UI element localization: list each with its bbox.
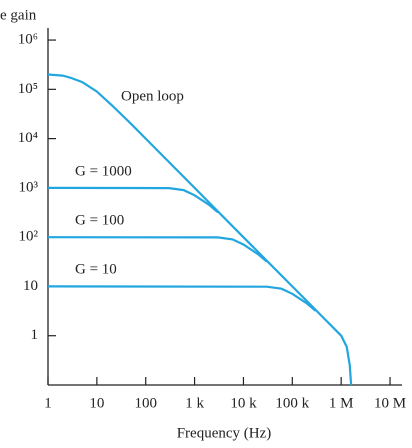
line [47, 73, 353, 386]
y-tick-label: 1 [31, 327, 39, 343]
line [47, 236, 268, 263]
x-tick-label: 1 M [329, 395, 354, 411]
y-axis-label: e gain [0, 7, 37, 23]
x-tick-label: 100 k [275, 395, 309, 411]
line [47, 186, 219, 214]
y-tick-label: 10⁵ [18, 81, 38, 97]
x-tick-label: 100 [134, 395, 157, 411]
y-tick-label: 10⁶ [18, 31, 38, 47]
series-label: G = 1000 [75, 163, 132, 179]
x-tick-label: 1 k [185, 395, 204, 411]
line [47, 285, 317, 312]
series-label: G = 10 [75, 261, 117, 277]
x-tick-label: 1 [44, 395, 52, 411]
x-tick-label: 10 M [374, 395, 406, 411]
y-tick-label: 10 [23, 278, 38, 294]
y-tick-label: 10⁴ [18, 130, 38, 146]
y-tick-label: 10³ [19, 179, 39, 195]
y-tick-label: 10² [19, 229, 39, 245]
x-tick-label: 10 k [230, 395, 257, 411]
x-axis-label: Frequency (Hz) [177, 425, 272, 441]
series-label: G = 100 [75, 212, 124, 228]
series-label: Open loop [121, 88, 184, 104]
x-tick-label: 10 [89, 395, 104, 411]
